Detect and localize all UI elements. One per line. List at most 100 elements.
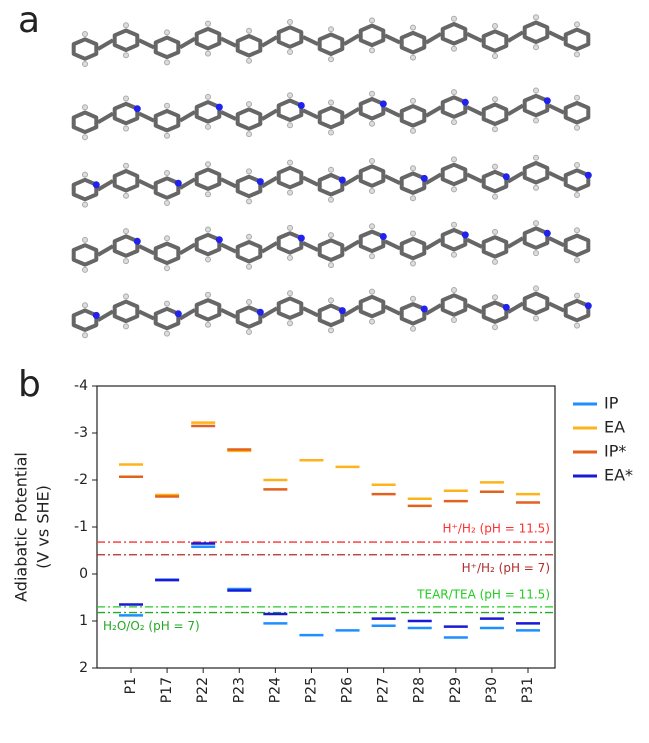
nitrogen-atom (502, 303, 510, 311)
x-tick-label: P26 (340, 677, 356, 703)
hydrogen-atom (369, 188, 375, 194)
hydrogen-atom (123, 258, 129, 265)
molecule-bond (302, 175, 319, 187)
molecule-ring (481, 169, 509, 194)
molecule-bond (384, 106, 401, 118)
hydrogen-atom (410, 97, 416, 104)
nitrogen-atom (256, 308, 264, 316)
molecule-ring (153, 241, 181, 266)
hydrogen-atom (205, 256, 211, 263)
nitrogen-atom (133, 105, 141, 113)
molecule-bond (138, 309, 155, 321)
hydrogen-atom (82, 236, 88, 243)
molecule-bond (384, 304, 401, 316)
hydrogen-atom (328, 327, 334, 334)
nitrogen-atom (297, 234, 305, 242)
hydrogen-atom (123, 52, 129, 59)
hydrogen-atom (164, 200, 170, 206)
hydrogen-atom (328, 297, 334, 304)
molecule-bond (138, 244, 155, 256)
molecule-bond (342, 304, 361, 318)
hydrogen-atom (287, 122, 293, 129)
nitrogen-atom (174, 179, 182, 187)
hydrogen-atom (492, 294, 498, 301)
molecule-bond (260, 108, 279, 121)
hydrogen-atom (492, 258, 498, 265)
hydrogen-atom (328, 129, 334, 136)
hydrogen-atom (369, 253, 375, 260)
molecule-ring (235, 174, 263, 199)
hydrogen-atom (574, 292, 580, 299)
hydrogen-atom (492, 23, 498, 29)
molecule-bond (506, 103, 525, 117)
hydrogen-atom (82, 31, 88, 37)
hydrogen-atom (123, 162, 129, 169)
molecule-bond (302, 35, 319, 47)
hydrogen-atom (492, 96, 498, 103)
panel-label: a (18, 0, 40, 41)
reference-label: TEAR/TEA (pH = 11.5) (416, 587, 550, 601)
hydrogen-atom (123, 125, 129, 132)
reference-label: H⁺/H₂ (pH = 11.5) (443, 522, 550, 536)
hydrogen-atom (574, 257, 580, 264)
nitrogen-atom (420, 174, 428, 182)
molecule-ring (440, 228, 468, 252)
molecule-ring (399, 302, 427, 326)
hydrogen-atom (246, 299, 252, 305)
x-tick-label: P24 (267, 677, 283, 703)
x-tick-label: P23 (231, 677, 247, 703)
molecule-bond (384, 239, 401, 251)
hydrogen-atom (369, 288, 375, 295)
molecule-ring (522, 161, 550, 185)
hydrogen-atom (410, 195, 416, 202)
x-tick-label: P31 (520, 677, 536, 703)
molecule-bond (220, 177, 237, 189)
hydrogen-atom (492, 193, 498, 200)
hydrogen-atom (246, 57, 252, 64)
hydrogen-atom (533, 285, 539, 292)
molecule-bond (178, 110, 197, 123)
y-axis-label: Adiabatic Potential (12, 452, 31, 602)
molecule-bond (548, 103, 565, 115)
molecule-ring (317, 173, 345, 197)
hydrogen-atom (246, 27, 252, 34)
hydrogen-atom (410, 24, 416, 31)
hydrogen-atom (492, 126, 498, 133)
molecule-ring (112, 28, 140, 52)
molecule-bond (506, 171, 525, 184)
molecule-ring (194, 232, 222, 257)
hydrogen-atom (574, 21, 580, 28)
hydrogen-atom (205, 20, 211, 27)
hydrogen-atom (369, 318, 375, 325)
nitrogen-atom (461, 231, 469, 239)
molecule-ring (71, 177, 99, 202)
molecule-bond (220, 242, 237, 254)
molecule-ring (358, 164, 386, 188)
hydrogen-atom (533, 315, 539, 322)
molecule-bond (548, 170, 565, 182)
legend-label: IP* (604, 442, 626, 461)
molecule-bond (384, 174, 401, 186)
hydrogen-atom (164, 132, 170, 139)
molecule-ring (153, 306, 181, 331)
hydrogen-atom (574, 192, 580, 198)
hydrogen-atom (369, 158, 375, 164)
y-tick-label: -4 (74, 378, 88, 394)
hydrogen-atom (287, 254, 293, 261)
hydrogen-atom (328, 56, 334, 63)
nitrogen-atom (297, 101, 305, 109)
y-tick-label: 0 (79, 566, 88, 582)
molecule-ring (112, 169, 140, 193)
hydrogen-atom (82, 61, 88, 67)
hydrogen-atom (123, 228, 129, 235)
hydrogen-atom (451, 317, 457, 323)
nitrogen-atom (461, 98, 469, 106)
nitrogen-atom (338, 307, 346, 315)
hydrogen-atom (574, 94, 580, 101)
molecule-bond (424, 172, 443, 185)
molecule-bond (260, 35, 279, 48)
hydrogen-atom (164, 102, 170, 109)
molecule-bond (178, 242, 197, 256)
molecule-bond (466, 303, 483, 315)
